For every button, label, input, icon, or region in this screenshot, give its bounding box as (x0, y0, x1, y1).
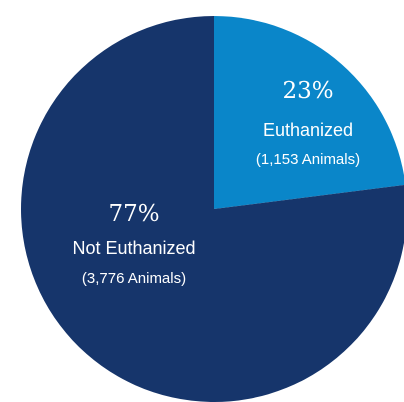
slice-label-euthanized: Euthanized (263, 120, 353, 140)
percent-label-euthanized: 23% (282, 78, 333, 104)
label-euthanized: 23% Euthanized (1,153 Animals) (256, 78, 360, 168)
pie-slices (21, 16, 404, 402)
count-label-euthanized: (1,153 Animals) (256, 151, 360, 168)
label-not-euthanized: 77% Not Euthanized (3,776 Animals) (72, 201, 195, 287)
count-label-not-euthanized: (3,776 Animals) (82, 270, 186, 287)
percent-label-not-euthanized: 77% (108, 201, 159, 227)
slice-label-not-euthanized: Not Euthanized (72, 238, 195, 258)
pie-slice-not-euthanized (21, 16, 404, 402)
pie-slice-euthanized (214, 16, 404, 209)
